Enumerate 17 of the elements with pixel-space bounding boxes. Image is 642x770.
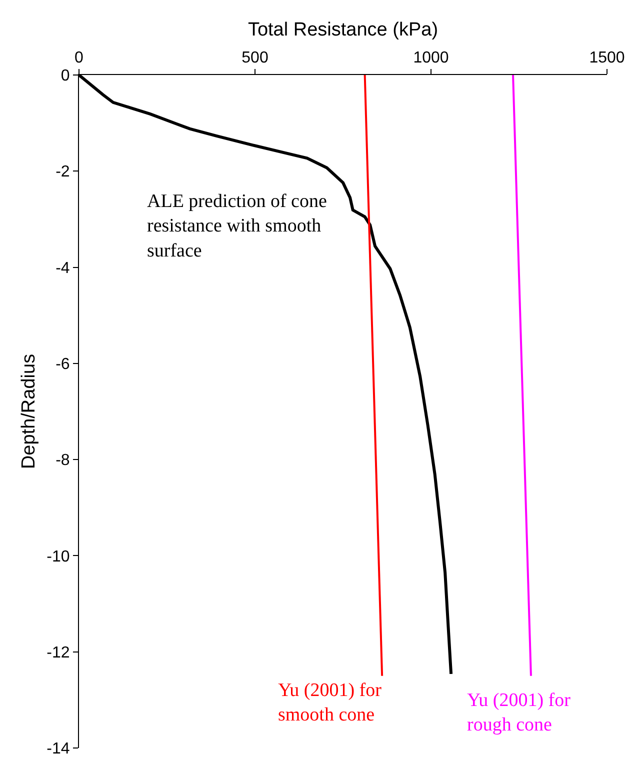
y-tick-label: -6 — [56, 356, 70, 374]
y-tick-label: -8 — [56, 452, 70, 470]
y-tick-label: 0 — [60, 68, 70, 85]
x-tick-label: 0 — [74, 50, 84, 67]
y-tick-label: -14 — [46, 740, 70, 758]
x-tick-label: 500 — [242, 50, 268, 67]
series-label: Yu (2001) for smooth cone — [278, 680, 382, 726]
y-tick-label: -12 — [46, 644, 70, 662]
text: Yu (2001) for rough cone — [467, 690, 572, 736]
x-axis-title: Total Resistance (kPa) — [248, 19, 438, 40]
x-tick-label: 1000 — [413, 50, 449, 67]
series-label: ALE prediction of cone resistance with smooth surface — [147, 191, 327, 262]
y-tick-label: -2 — [56, 164, 70, 181]
x-tick-label: 1500 — [589, 50, 625, 67]
y-axis-title: Depth/Radius — [18, 354, 40, 470]
y-tick-label: -10 — [46, 548, 70, 566]
y-tick-label: -4 — [56, 260, 70, 277]
